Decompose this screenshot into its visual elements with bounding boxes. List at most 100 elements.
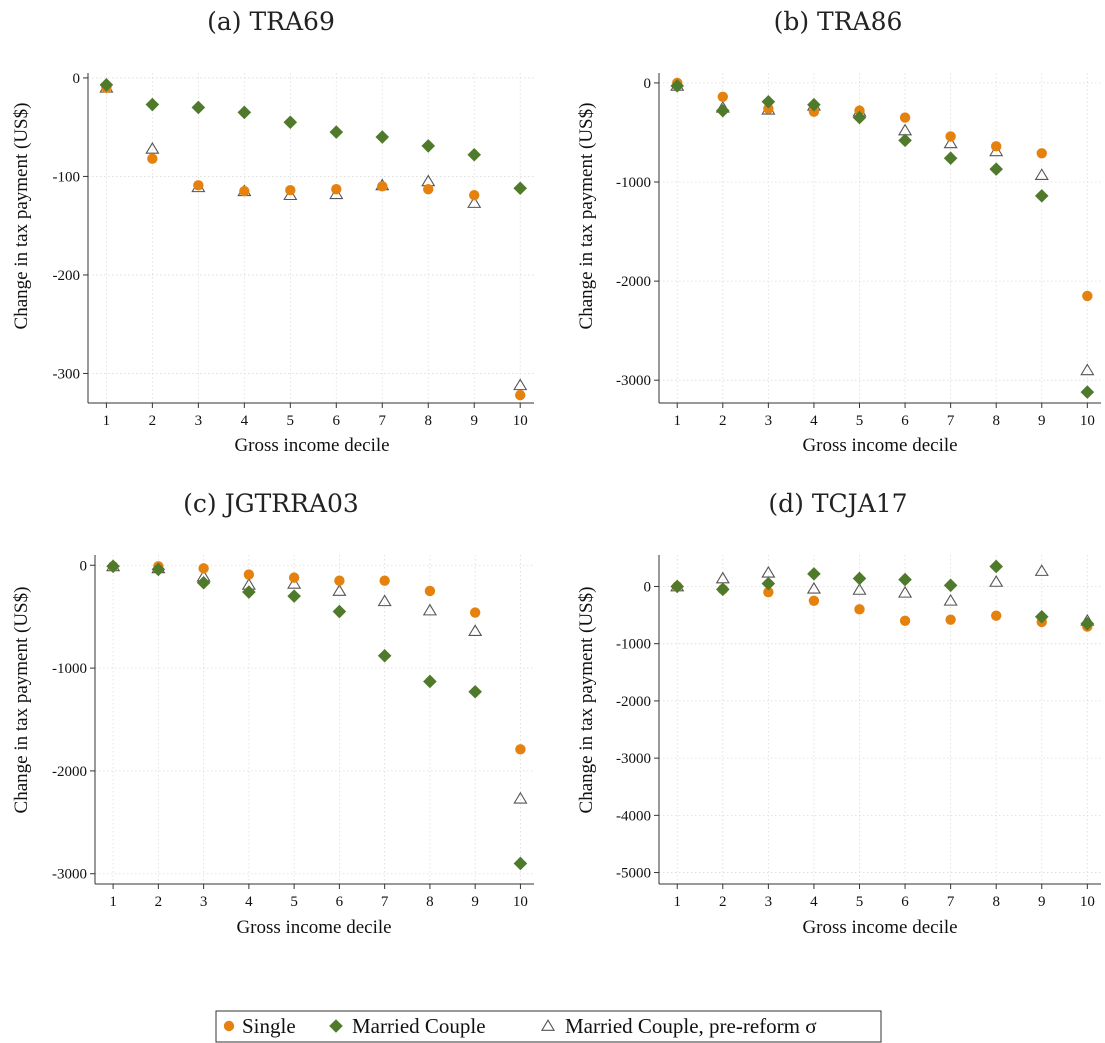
y-axis-label: Change in tax payment (US$) [11,587,32,814]
data-point-single [854,604,865,615]
chart-title: (a) TRA69 [207,7,335,36]
data-point-married [196,575,211,590]
data-point-single [808,106,820,117]
data-point-single [763,103,774,114]
data-point-married [191,100,206,115]
data-point-single [334,575,345,586]
data-point-married [1034,189,1049,203]
data-point-married [670,79,685,93]
x-tick-label: 5 [287,413,295,429]
x-axis-label: Gross income decile [802,435,957,456]
data-point-married [151,562,166,577]
x-tick-label: 3 [195,413,203,429]
y-axis-label: Change in tax payment (US$) [576,587,597,814]
y-tick-label: -1000 [616,637,651,653]
data-point-married [423,674,437,689]
data-point-single [1082,290,1093,302]
data-point-pre-reform [332,584,347,596]
y-tick-label: -100 [53,169,81,185]
data-point-single [469,189,480,201]
x-tick-label: 2 [155,894,163,910]
data-point-single [147,153,158,164]
data-point-single [424,585,436,597]
x-tick-label: 10 [1080,413,1095,429]
y-tick-label: -300 [53,366,81,382]
data-point-married [242,585,256,599]
legend-label: Single [242,1014,296,1038]
data-point-pre-reform [715,571,730,584]
y-axis-label: Change in tax payment (US$) [11,103,32,330]
data-point-single [945,614,956,625]
data-point-married [467,147,482,162]
x-tick-label: 2 [719,894,727,910]
x-tick-label: 3 [765,413,773,429]
y-tick-label: -3000 [616,373,651,389]
data-point-pre-reform [377,594,392,607]
data-point-pre-reform [898,585,913,598]
data-point-married [287,589,301,603]
legend-marker-married [329,1019,343,1033]
data-point-married [807,567,821,581]
x-tick-label: 10 [513,894,528,910]
data-point-married [1080,616,1095,631]
data-point-single [515,389,526,401]
data-point-pre-reform [806,581,821,594]
chart-title: (c) JGTRRA03 [183,489,359,518]
data-point-single [990,141,1002,152]
data-point-single [990,610,1002,621]
data-point-single [469,607,481,618]
data-point-married [943,578,958,593]
data-point-pre-reform [989,575,1004,587]
data-point-married [807,97,821,112]
data-point-married [989,162,1003,176]
data-point-married [989,559,1003,574]
x-tick-label: 5 [856,413,864,429]
data-point-married [761,576,776,591]
chart-panel-2: (c) JGTRRA03 0 -1000 -2000 -3000 1 2 3 4 5 6 7 8 9 10 G… [11,489,534,938]
data-point-married [1080,385,1095,399]
x-tick-label: 8 [992,413,1000,429]
y-tick-label: -1000 [616,175,651,191]
data-point-married [898,572,912,587]
data-point-pre-reform [467,196,482,208]
y-tick-label: -1000 [52,661,87,677]
x-tick-label: 6 [336,894,344,910]
x-tick-label: 5 [290,894,298,910]
data-point-married [237,105,252,120]
legend: Single Married Couple Married Couple, pre-… [215,1010,882,1043]
data-point-single [331,184,342,195]
chart-title: (b) TRA86 [774,7,903,36]
x-axis-label: Gross income decile [234,435,389,456]
data-point-married [761,94,776,109]
x-tick-label: 2 [149,413,157,429]
data-point-married [852,571,867,586]
x-tick-label: 8 [424,413,432,429]
x-tick-label: 2 [719,413,727,429]
data-point-single [717,91,728,102]
data-point-single [379,575,390,586]
legend-marker-single [223,1020,235,1032]
chart-panel-0: (a) TRA69 0 -100 -200 -300 1 2 3 4 5 6 7 8 9 10 Gross i… [11,7,534,456]
x-tick-label: 9 [471,894,479,910]
x-axis-label: Gross income decile [236,917,391,938]
chart-panel-1: (b) TRA86 0 -1000 -2000 -3000 1 2 3 4 5 6 7 8 9 10 Gros… [576,7,1101,456]
y-tick-label: -2000 [52,764,87,780]
data-point-married [670,579,685,594]
x-tick-label: 1 [673,894,681,910]
data-point-single [285,185,296,196]
x-tick-label: 4 [810,894,818,910]
x-tick-label: 6 [901,413,909,429]
data-point-single [243,569,255,580]
data-point-pre-reform [513,378,528,391]
x-tick-label: 9 [1038,894,1046,910]
x-tick-label: 7 [947,413,955,429]
data-point-single [854,105,865,116]
data-point-single [763,586,774,598]
data-point-single [515,744,526,755]
x-tick-label: 5 [856,894,864,910]
data-point-pre-reform [422,603,437,616]
x-tick-label: 3 [200,894,208,910]
x-tick-label: 1 [103,413,111,429]
data-point-pre-reform [852,583,867,595]
